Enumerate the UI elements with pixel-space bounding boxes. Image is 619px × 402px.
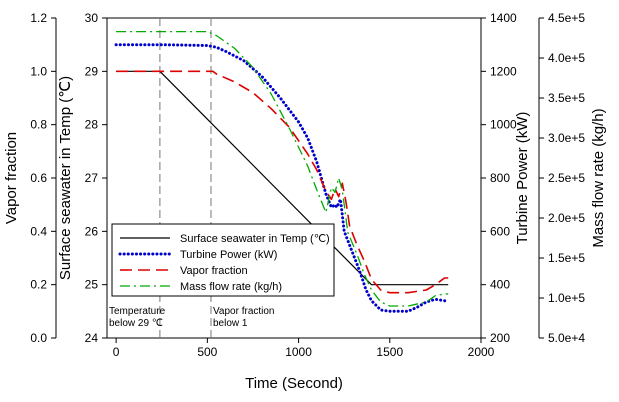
temp-tick-label: 30 bbox=[85, 11, 99, 25]
flow-tick-label: 3.5e+5 bbox=[548, 91, 585, 105]
flow-tick-label: 2.5e+5 bbox=[548, 171, 585, 185]
power-tick-label: 1400 bbox=[490, 11, 517, 25]
flow-axis-title: Mass flow rate (kg/h) bbox=[590, 108, 607, 247]
flow-tick-label: 4.5e+5 bbox=[548, 11, 585, 25]
power-tick-label: 1200 bbox=[490, 64, 517, 78]
vapor-tick-label: 0.8 bbox=[30, 118, 47, 132]
vapor-tick-label: 0.2 bbox=[30, 278, 47, 292]
temp-tick-label: 24 bbox=[85, 331, 99, 345]
vapor-tick-label: 0.0 bbox=[30, 331, 47, 345]
mass-flow-series-line bbox=[116, 30, 449, 307]
flow-tick-label: 4.0e+5 bbox=[548, 51, 585, 65]
temp-tick-label: 25 bbox=[85, 278, 99, 292]
legend-label: Vapor fraction bbox=[180, 265, 248, 277]
reference-annotation: below 1 bbox=[213, 318, 248, 329]
temp-axis-title: Surface seawater in Temp (℃) bbox=[57, 76, 74, 280]
reference-annotation: below 29 ℃ bbox=[109, 318, 163, 329]
power-tick-label: 200 bbox=[490, 331, 510, 345]
flow-tick-label: 2.0e+5 bbox=[548, 211, 585, 225]
reference-annotation: Temperature bbox=[109, 306, 166, 317]
temp-tick-label: 28 bbox=[85, 118, 99, 132]
x-axis-title: Time (Second) bbox=[245, 375, 343, 392]
vapor-tick-label: 1.2 bbox=[30, 11, 47, 25]
x-tick-label: 1000 bbox=[285, 345, 312, 359]
legend-label: Turbine Power (kW) bbox=[180, 249, 277, 261]
vapor-tick-label: 1.0 bbox=[30, 64, 47, 78]
legend-box bbox=[111, 223, 335, 297]
power-tick-label: 600 bbox=[490, 224, 510, 238]
reference-annotation: Vapor fraction bbox=[213, 306, 275, 317]
temp-tick-label: 29 bbox=[85, 64, 99, 78]
legend-label: Mass flow rate (kg/h) bbox=[180, 281, 282, 293]
power-axis-title: Turbine Power (kW) bbox=[514, 112, 531, 245]
power-tick-label: 800 bbox=[490, 171, 510, 185]
vapor-tick-label: 0.6 bbox=[30, 171, 47, 185]
flow-tick-label: 3.0e+5 bbox=[548, 131, 585, 145]
x-tick-label: 1500 bbox=[376, 345, 403, 359]
power-tick-label: 1000 bbox=[490, 118, 517, 132]
vapor-fraction-series-line bbox=[116, 70, 449, 294]
x-tick-label: 500 bbox=[197, 345, 217, 359]
turbine-power-series-line bbox=[114, 43, 450, 313]
temp-tick-label: 26 bbox=[85, 224, 99, 238]
flow-tick-label: 1.0e+5 bbox=[548, 291, 585, 305]
flow-tick-label: 5.0e+4 bbox=[548, 331, 585, 345]
vapor-axis-title: Vapor fraction bbox=[3, 132, 20, 224]
x-tick-label: 0 bbox=[113, 345, 120, 359]
temp-tick-label: 27 bbox=[85, 171, 99, 185]
vapor-tick-label: 0.4 bbox=[30, 224, 47, 238]
flow-tick-label: 1.5e+5 bbox=[548, 251, 585, 265]
legend-label: Surface seawater in Temp (℃) bbox=[180, 233, 330, 245]
x-tick-label: 2000 bbox=[468, 345, 495, 359]
power-tick-label: 400 bbox=[490, 278, 510, 292]
